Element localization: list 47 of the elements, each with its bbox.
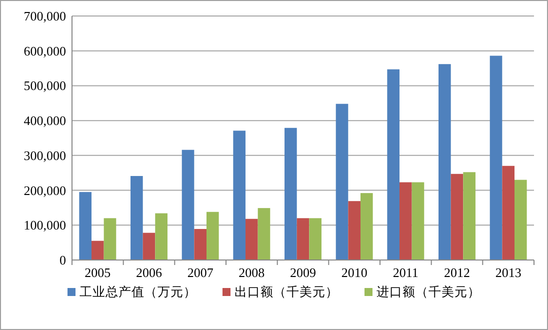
bar (194, 228, 206, 260)
bar (79, 192, 92, 260)
bar (514, 180, 527, 260)
legend-label: 出口额（千美元） (234, 284, 338, 299)
bar (309, 218, 322, 260)
x-tick-label: 2013 (495, 265, 522, 280)
x-tick-label: 2011 (392, 265, 418, 280)
bar (92, 240, 104, 260)
bar (438, 64, 451, 260)
y-tick-label: 300,000 (24, 148, 66, 163)
bar (296, 218, 310, 260)
bar (360, 193, 373, 260)
legend-label: 进口额（千美元） (376, 284, 480, 299)
y-tick-label: 700,000 (24, 8, 66, 24)
y-tick-label: 400,000 (24, 113, 66, 128)
y-tick-label: 600,000 (24, 43, 66, 58)
bar (246, 218, 258, 260)
bar (450, 174, 464, 260)
x-tick-label: 2008 (238, 265, 265, 280)
y-tick-label: 200,000 (24, 182, 66, 198)
bar (463, 172, 476, 260)
x-tick-label: 2006 (136, 265, 162, 280)
bar (336, 104, 348, 260)
bar (233, 130, 246, 260)
bar (400, 182, 412, 260)
x-tick-label: 2007 (187, 265, 214, 280)
bar (155, 213, 168, 260)
bar (387, 69, 400, 260)
x-tick-label: 2005 (84, 265, 111, 280)
y-tick-label: 500,000 (24, 78, 66, 94)
bar (348, 201, 360, 260)
y-tick-label: 100,000 (24, 218, 66, 233)
bar (206, 212, 219, 260)
bar (104, 218, 116, 260)
bar (490, 56, 502, 260)
bar (412, 182, 424, 260)
bar (130, 176, 143, 260)
bar (142, 232, 156, 260)
bar (258, 208, 270, 260)
x-tick-label: 2012 (444, 265, 470, 280)
bar (502, 166, 514, 260)
x-tick-label: 2010 (341, 265, 368, 280)
y-tick-label: 0 (60, 252, 66, 268)
x-tick-label: 2009 (290, 265, 316, 280)
legend-label: 工业总产值（万元） (80, 284, 196, 299)
bar (182, 150, 194, 260)
bar (284, 128, 297, 260)
